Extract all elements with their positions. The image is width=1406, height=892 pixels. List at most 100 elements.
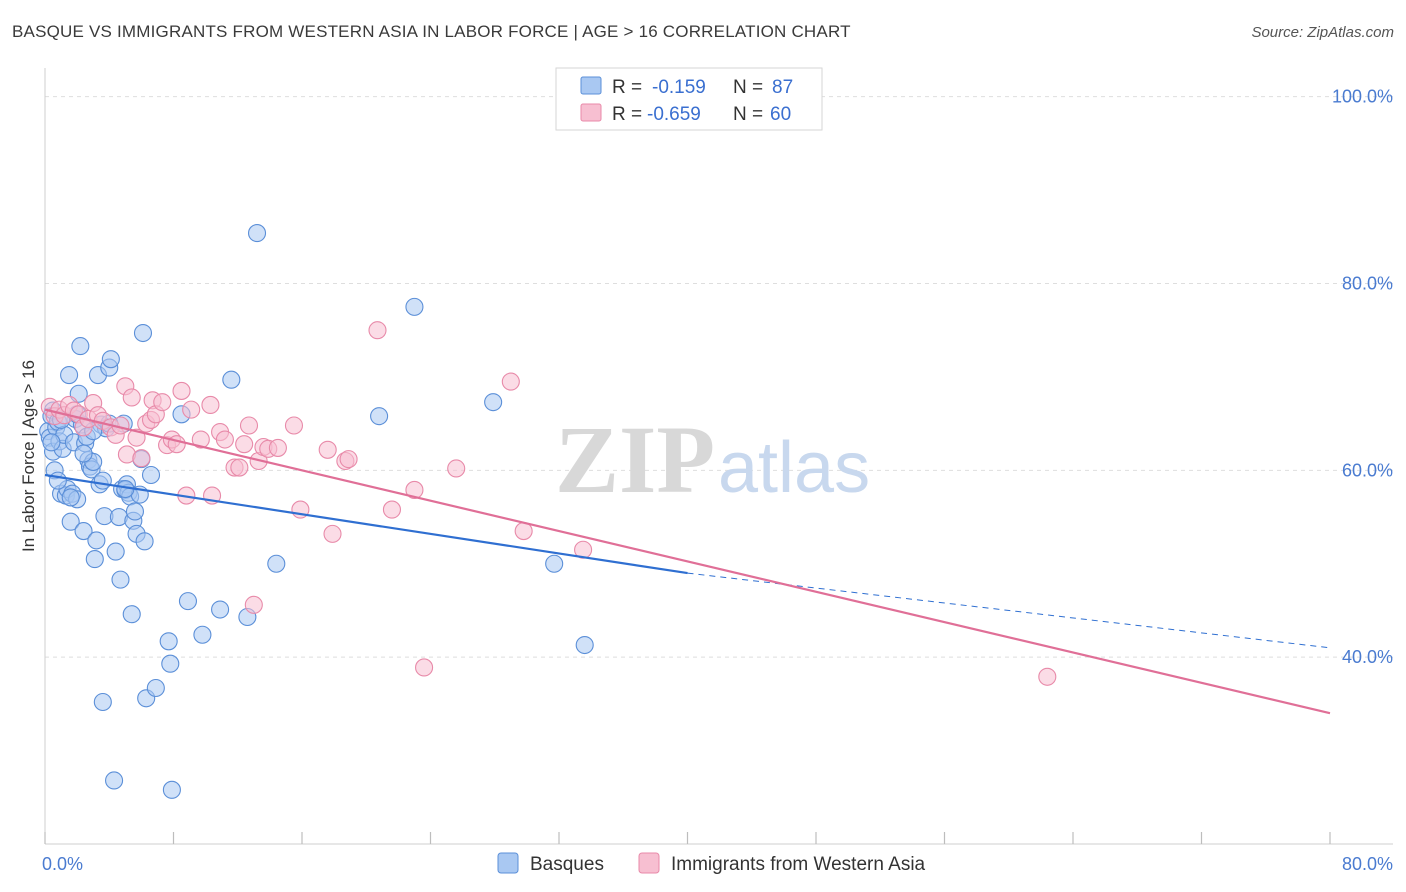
basques-point-68 xyxy=(222,370,241,389)
basques-point-21 xyxy=(71,337,90,356)
western-asia-point-32 xyxy=(201,395,220,415)
basques-point-43 xyxy=(111,570,130,589)
basques-point-50 xyxy=(122,605,141,624)
chart-title: BASQUE VS IMMIGRANTS FROM WESTERN ASIA I… xyxy=(12,22,851,41)
western-asia-point-50 xyxy=(339,450,358,469)
basques-point-59 xyxy=(141,465,161,485)
legend-r-value-0: -0.159 xyxy=(652,77,706,98)
basques-point-52 xyxy=(125,502,144,521)
bottom-legend-western-asia: Immigrants from Western Asia xyxy=(671,854,926,875)
legend-swatch-western-asia xyxy=(580,103,602,122)
western-asia-point-18 xyxy=(127,428,146,447)
western-asia-points xyxy=(40,321,1057,686)
x-tick-label-0: 0.0% xyxy=(42,854,83,874)
western-asia-point-44 xyxy=(268,438,287,457)
basques-point-61 xyxy=(159,632,178,651)
x-tick-labels: 0.0% 80.0% xyxy=(42,854,1393,874)
y-tick-label-1: 60.0% xyxy=(1342,460,1393,480)
western-asia-point-56 xyxy=(501,372,520,391)
western-asia-point-47 xyxy=(318,440,337,459)
basques-point-15 xyxy=(61,512,80,531)
legend-n-label-0: N = xyxy=(733,77,763,98)
basques-point-23 xyxy=(74,522,93,541)
basques-point-85 xyxy=(74,444,93,463)
basques-point-86 xyxy=(93,471,112,490)
western-asia-point-35 xyxy=(215,430,234,449)
bottom-legend-basques: Basques xyxy=(530,854,604,875)
western-asia-point-52 xyxy=(382,500,402,519)
basques-point-57 xyxy=(135,532,154,551)
western-asia-point-51 xyxy=(368,321,387,340)
western-asia-point-45 xyxy=(284,416,304,435)
western-asia-point-28 xyxy=(172,381,191,400)
basques-trend-extension xyxy=(687,572,1331,649)
basques-point-83 xyxy=(48,471,67,490)
western-asia-point-59 xyxy=(1038,667,1057,686)
correlation-legend: R = -0.159 N = 87 R = -0.659 N = 60 xyxy=(555,67,823,131)
basques-point-77 xyxy=(42,433,61,452)
basques-point-71 xyxy=(267,554,286,573)
basques-point-31 xyxy=(87,531,106,550)
y-tick-label-3: 100.0% xyxy=(1332,87,1393,107)
western-asia-trend-line xyxy=(44,408,1331,715)
western-asia-point-39 xyxy=(239,416,259,435)
basques-point-84 xyxy=(61,488,80,507)
y-axis-label: In Labor Force | Age > 16 xyxy=(19,360,38,552)
basques-point-56 xyxy=(133,323,153,343)
grid-lines xyxy=(45,96,1393,658)
chart-source: Source: ZipAtlas.com xyxy=(1251,24,1394,41)
watermark-atlas: atlas xyxy=(718,428,870,508)
legend-r-label-0: R = xyxy=(612,77,642,98)
legend-n-value-1: 60 xyxy=(770,104,791,125)
basques-point-75 xyxy=(545,554,564,573)
western-asia-point-17 xyxy=(122,388,141,407)
basques-point-40 xyxy=(105,771,124,790)
western-asia-point-54 xyxy=(415,658,434,677)
y-tick-labels: 40.0% 60.0% 80.0% 100.0% xyxy=(1332,87,1393,667)
legend-n-label-1: N = xyxy=(733,104,763,125)
basques-point-35 xyxy=(93,692,112,712)
basques-point-41 xyxy=(106,542,125,561)
basques-point-39 xyxy=(101,350,120,369)
western-asia-point-40 xyxy=(244,595,263,614)
x-tick-label-1: 80.0% xyxy=(1342,854,1393,874)
series-legend: Basques Immigrants from Western Asia xyxy=(497,852,926,875)
western-asia-point-53 xyxy=(405,480,424,500)
western-asia-point-38 xyxy=(235,435,254,454)
axes xyxy=(44,68,1393,845)
basques-point-14 xyxy=(60,366,79,385)
y-tick-label-0: 40.0% xyxy=(1342,647,1393,667)
basques-point-65 xyxy=(178,592,198,611)
western-asia-point-48 xyxy=(323,524,342,543)
basques-point-74 xyxy=(484,393,503,412)
basques-point-66 xyxy=(193,625,212,644)
western-asia-point-30 xyxy=(182,400,201,419)
y-tick-label-2: 80.0% xyxy=(1342,274,1393,294)
basques-point-62 xyxy=(161,654,180,673)
basques-point-72 xyxy=(370,407,389,426)
legend-r-label-1: R = xyxy=(612,104,642,125)
basques-trend-line xyxy=(44,473,688,575)
legend-n-value-0: 87 xyxy=(772,77,793,98)
basques-point-60 xyxy=(146,678,165,698)
basques-point-30 xyxy=(85,550,104,569)
basques-point-70 xyxy=(247,224,267,243)
western-asia-point-24 xyxy=(153,393,172,412)
legend-swatch-basques xyxy=(580,76,602,95)
bottom-legend-swatch-basques xyxy=(497,852,519,874)
western-asia-point-31 xyxy=(191,430,210,449)
watermark: ZIP atlas xyxy=(555,406,870,513)
western-asia-point-37 xyxy=(230,458,249,477)
legend-r-value-1: -0.659 xyxy=(647,104,701,125)
western-asia-point-55 xyxy=(447,459,466,478)
bottom-legend-swatch-western-asia xyxy=(638,852,660,874)
watermark-zip: ZIP xyxy=(555,406,715,513)
western-asia-point-19 xyxy=(132,449,151,468)
basques-point-63 xyxy=(162,780,181,799)
basques-point-67 xyxy=(211,600,230,619)
basques-points xyxy=(39,224,594,799)
basques-point-76 xyxy=(575,635,594,655)
basques-point-73 xyxy=(405,297,424,316)
trend-lines xyxy=(44,408,1331,715)
